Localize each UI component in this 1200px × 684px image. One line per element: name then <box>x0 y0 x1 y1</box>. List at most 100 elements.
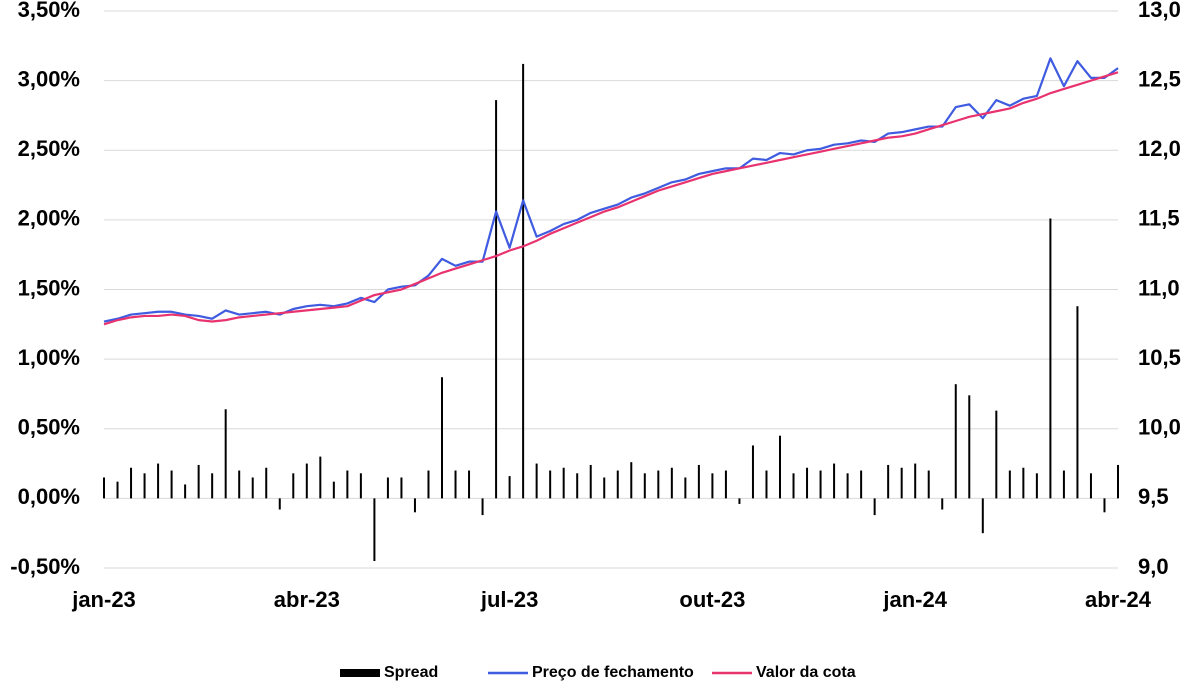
spread-bar <box>251 477 254 499</box>
spread-bar <box>116 481 119 499</box>
spread-bar <box>143 473 146 499</box>
spread-bar <box>1008 470 1011 499</box>
spread-bar <box>738 498 741 504</box>
spread-bar <box>846 473 849 499</box>
spread-bar <box>954 384 957 499</box>
y2-tick-label: 10,0 <box>1138 415 1181 440</box>
spread-bar <box>1022 467 1025 499</box>
y2-tick-label: 12,5 <box>1138 66 1181 91</box>
spread-bar <box>981 498 984 534</box>
spread-bar <box>603 477 606 499</box>
spread-bar <box>265 467 268 499</box>
spread-bar <box>170 470 173 499</box>
spread-bar <box>549 470 552 499</box>
x-tick-label: out-23 <box>679 587 745 612</box>
spread-bar <box>319 456 322 499</box>
spread-bar <box>670 467 673 499</box>
x-tick-label: abr-24 <box>1085 587 1152 612</box>
y2-tick-label: 9,5 <box>1138 484 1169 509</box>
spread-bar <box>413 498 416 513</box>
y-tick-label: 1,00% <box>18 345 80 370</box>
x-tick-label: jan-23 <box>71 587 136 612</box>
y2-tick-label: 13,0 <box>1138 0 1181 22</box>
spread-bar <box>1049 218 1052 499</box>
spread-bar <box>238 470 241 499</box>
spread-bar <box>927 470 930 499</box>
spread-bar <box>130 467 133 499</box>
y-tick-label: 2,50% <box>18 136 80 161</box>
y-tick-label: 0,50% <box>18 415 80 440</box>
y-tick-label: 2,00% <box>18 206 80 231</box>
spread-bar <box>468 470 471 499</box>
spread-bar <box>400 477 403 499</box>
x-tick-label: jul-23 <box>480 587 538 612</box>
spread-bar <box>346 470 349 499</box>
spread-bar <box>643 473 646 499</box>
spread-bar <box>332 481 335 499</box>
spread-bar <box>373 498 376 562</box>
spread-bar <box>751 445 754 499</box>
spread-bar <box>792 473 795 499</box>
spread-bar <box>1062 470 1065 499</box>
spread-bar <box>211 473 214 499</box>
spread-bar <box>103 477 105 499</box>
spread-bar <box>224 409 227 499</box>
spread-bar <box>711 473 714 499</box>
y2-tick-label: 11,0 <box>1138 275 1180 300</box>
spread-bar <box>995 410 998 499</box>
spread-bar <box>522 63 525 499</box>
spread-bar <box>589 464 592 499</box>
spread-bar <box>508 476 511 499</box>
y-tick-label: 0,00% <box>18 484 80 509</box>
spread-bar <box>576 473 579 499</box>
spread-bar <box>535 463 538 499</box>
legend-label: Spread <box>384 664 438 681</box>
y-tick-label: 3,50% <box>18 0 80 22</box>
spread-bar <box>765 470 768 499</box>
spread-bar <box>386 477 389 499</box>
spread-bar <box>495 100 498 499</box>
spread-bar <box>1117 464 1119 499</box>
y2-tick-label: 11,5 <box>1138 206 1180 231</box>
spread-bar <box>873 498 876 516</box>
y2-tick-label: 10,5 <box>1138 345 1181 370</box>
spread-bar <box>197 464 200 499</box>
spread-bar <box>359 473 362 499</box>
spread-bar <box>819 470 822 499</box>
legend-label: Preço de fechamento <box>532 664 694 681</box>
spread-bar <box>684 477 687 499</box>
spread-bar <box>1089 473 1092 499</box>
spread-bar <box>481 498 484 516</box>
spread-bar <box>292 473 295 499</box>
spread-bar <box>779 435 781 499</box>
spread-bar <box>833 463 836 499</box>
spread-bar <box>441 377 443 499</box>
series-line <box>103 57 1119 323</box>
spread-bar <box>278 498 281 510</box>
legend-swatch <box>340 669 380 677</box>
y2-tick-label: 12,0 <box>1138 136 1181 161</box>
spread-bar <box>184 484 187 499</box>
legend-label: Valor da cota <box>756 664 856 681</box>
spread-bar <box>1103 498 1106 513</box>
spread-bar <box>1076 306 1079 499</box>
y-tick-label: -0,50% <box>10 554 80 579</box>
spread-bar <box>616 470 619 499</box>
spread-bar <box>900 467 903 499</box>
spread-bar <box>941 498 944 510</box>
spread-bar <box>427 470 430 499</box>
spread-bar <box>630 462 633 499</box>
spread-bar <box>157 463 160 499</box>
spread-bar <box>806 467 809 499</box>
spread-bar <box>968 395 971 499</box>
spread-bar <box>887 464 890 499</box>
spread-bar <box>1035 473 1038 499</box>
spread-bar <box>697 464 700 499</box>
y-tick-label: 3,00% <box>18 66 80 91</box>
x-tick-label: abr-23 <box>274 587 340 612</box>
spread-bar <box>562 467 565 499</box>
y-tick-label: 1,50% <box>18 275 80 300</box>
y2-tick-label: 9,0 <box>1138 554 1169 579</box>
spread-bar <box>860 470 863 499</box>
